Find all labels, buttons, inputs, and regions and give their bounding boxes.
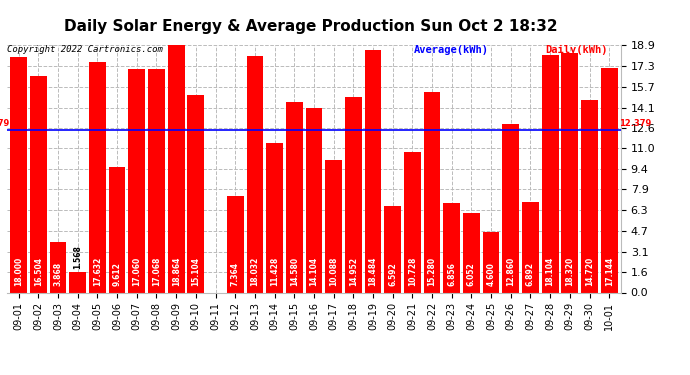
Text: 17.632: 17.632	[93, 257, 102, 286]
Text: 18.104: 18.104	[546, 257, 555, 286]
Text: 3.868: 3.868	[54, 262, 63, 286]
Text: 18.484: 18.484	[368, 256, 377, 286]
Text: 6.052: 6.052	[467, 262, 476, 286]
Text: 15.104: 15.104	[191, 257, 200, 286]
Bar	[188, 95, 204, 292]
Text: 17.068: 17.068	[152, 256, 161, 286]
Bar	[404, 152, 421, 292]
Text: 7.364: 7.364	[230, 262, 239, 286]
Text: 17.060: 17.060	[132, 257, 141, 286]
Bar	[542, 56, 558, 292]
Bar	[266, 143, 283, 292]
Bar	[168, 45, 184, 292]
Text: 9.612: 9.612	[112, 262, 121, 286]
Text: 11.428: 11.428	[270, 257, 279, 286]
Text: 14.104: 14.104	[309, 257, 319, 286]
Text: 12.379: 12.379	[0, 119, 9, 128]
Bar	[581, 100, 598, 292]
Text: Average(kWh): Average(kWh)	[414, 45, 489, 55]
Bar	[227, 196, 244, 292]
Text: 18.000: 18.000	[14, 257, 23, 286]
Bar	[148, 69, 165, 292]
Bar	[502, 124, 519, 292]
Text: 14.952: 14.952	[349, 257, 358, 286]
Text: 12.860: 12.860	[506, 257, 515, 286]
Bar	[246, 56, 264, 292]
Text: Daily(kWh): Daily(kWh)	[545, 45, 608, 55]
Text: 6.856: 6.856	[447, 262, 456, 286]
Text: 18.864: 18.864	[172, 256, 181, 286]
Text: 14.720: 14.720	[585, 257, 594, 286]
Bar	[306, 108, 322, 292]
Text: 10.728: 10.728	[408, 256, 417, 286]
Bar	[345, 97, 362, 292]
Bar	[463, 213, 480, 292]
Bar	[562, 53, 578, 292]
Bar	[444, 203, 460, 292]
Bar	[109, 166, 126, 292]
Text: 17.144: 17.144	[604, 257, 613, 286]
Text: 18.032: 18.032	[250, 257, 259, 286]
Bar	[325, 160, 342, 292]
Bar	[50, 242, 66, 292]
Bar	[286, 102, 303, 292]
Text: 6.892: 6.892	[526, 262, 535, 286]
Text: Copyright 2022 Cartronics.com: Copyright 2022 Cartronics.com	[7, 45, 163, 54]
Bar	[601, 68, 618, 292]
Bar	[10, 57, 27, 292]
Text: 4.600: 4.600	[486, 262, 495, 286]
Text: 16.504: 16.504	[34, 257, 43, 286]
Bar	[70, 272, 86, 292]
Text: 1.568: 1.568	[73, 246, 82, 269]
Bar	[89, 62, 106, 292]
Bar	[384, 206, 401, 292]
Bar	[364, 51, 382, 292]
Text: 10.088: 10.088	[329, 256, 338, 286]
Text: 15.280: 15.280	[428, 257, 437, 286]
Bar	[522, 202, 539, 292]
Bar	[30, 76, 47, 292]
Bar	[128, 69, 145, 292]
Text: 18.320: 18.320	[565, 257, 574, 286]
Text: 14.580: 14.580	[290, 257, 299, 286]
Text: 12.379: 12.379	[619, 119, 651, 128]
Bar	[483, 232, 500, 292]
Text: 6.592: 6.592	[388, 262, 397, 286]
Bar	[424, 92, 440, 292]
Text: Daily Solar Energy & Average Production Sun Oct 2 18:32: Daily Solar Energy & Average Production …	[63, 19, 558, 34]
